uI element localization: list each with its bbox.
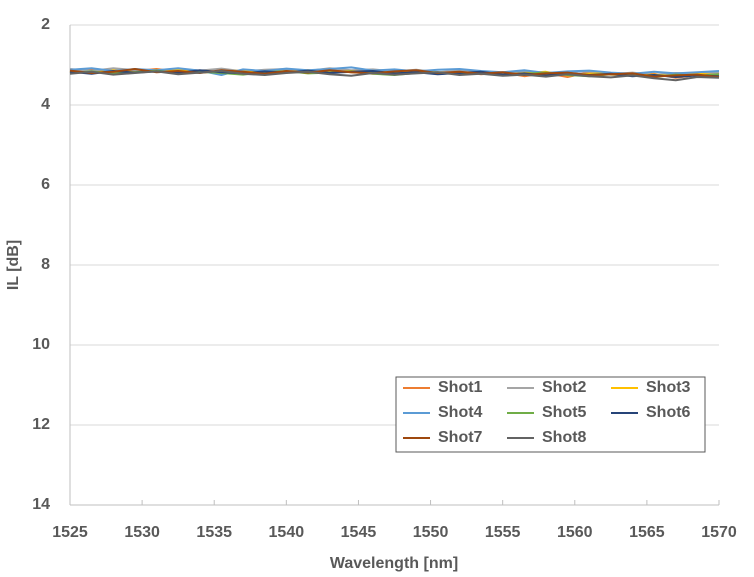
legend-label: Shot4: [438, 404, 483, 421]
y-tick-label: 8: [41, 256, 50, 273]
series-line: [69, 66, 720, 76]
legend-box: [395, 376, 706, 453]
x-tick-label: 1530: [124, 524, 160, 541]
y-tick-label: 12: [32, 416, 50, 433]
legend-label: Shot6: [646, 404, 691, 421]
legend-label: Shot8: [542, 429, 587, 446]
legend-label: Shot1: [438, 379, 483, 396]
x-tick-label: 1570: [701, 524, 737, 541]
series-line: [69, 68, 720, 78]
legend-label: Shot2: [542, 379, 587, 396]
x-tick-label: 1560: [557, 524, 593, 541]
y-tick-label: 2: [41, 16, 50, 33]
x-tick-label: 1565: [629, 524, 665, 541]
legend-label: Shot3: [646, 379, 691, 396]
y-tick-label: 4: [41, 96, 50, 113]
x-tick-label: 1540: [269, 524, 305, 541]
y-axis-label: IL [dB]: [5, 240, 22, 290]
x-tick-label: 1545: [341, 524, 377, 541]
y-tick-label: 10: [32, 336, 50, 353]
y-tick-label: 14: [32, 496, 50, 513]
x-tick-label: 1525: [52, 524, 88, 541]
x-tick-label: 1550: [413, 524, 449, 541]
legend-label: Shot5: [542, 404, 587, 421]
y-tick-label: 6: [41, 176, 50, 193]
legend-label: Shot7: [438, 429, 483, 446]
x-tick-label: 1555: [485, 524, 521, 541]
series-line: [69, 70, 720, 82]
x-axis-label: Wavelength [nm]: [330, 555, 458, 572]
x-tick-label: 1535: [196, 524, 232, 541]
legend: Shot1 Shot2 Shot3 Shot4 Shot5 Shot6 Shot7 Shot8: [395, 376, 706, 453]
